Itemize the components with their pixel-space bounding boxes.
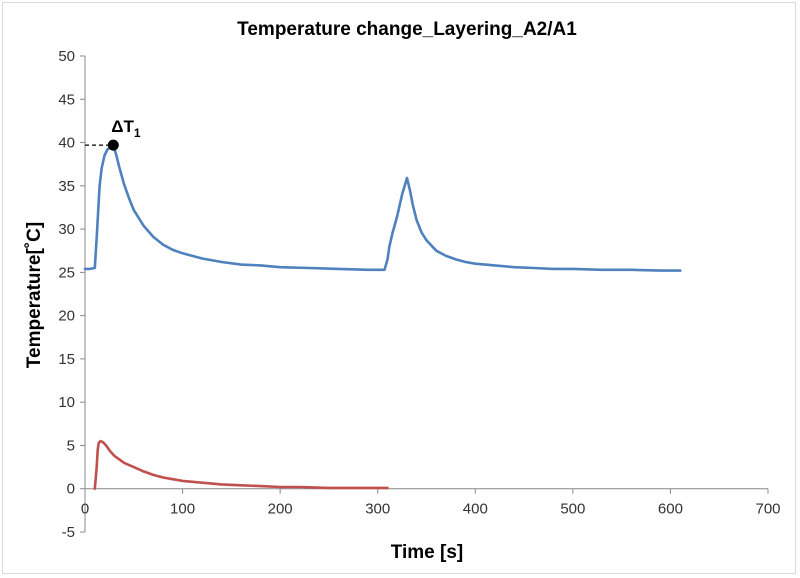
x-tick-label: 700 xyxy=(755,501,780,518)
x-axis-label: Time [s] xyxy=(391,542,464,563)
y-tick-label: 45 xyxy=(58,91,75,108)
x-tick-label: 400 xyxy=(463,501,488,518)
chart-title: Temperature change_Layering_A2/A1 xyxy=(237,19,577,40)
y-tick-label: 25 xyxy=(58,264,75,281)
y-tick-label: -5 xyxy=(62,524,75,541)
series-line-2 xyxy=(93,439,389,491)
x-tick-label: 100 xyxy=(170,501,195,518)
y-tick-label: 0 xyxy=(67,481,75,498)
y-tick-label: 35 xyxy=(58,178,75,195)
y-axis-label: Temperature[˚C] xyxy=(24,222,45,368)
series-group xyxy=(83,143,682,491)
y-tick-label: 20 xyxy=(58,308,75,325)
y-tick-label: 50 xyxy=(58,48,75,65)
x-tick-label: 300 xyxy=(365,501,390,518)
annotation-label: ΔT1 xyxy=(111,117,141,140)
y-tick-label: 15 xyxy=(58,351,75,368)
peak-annotation: ΔT1 xyxy=(85,117,141,151)
x-tick-label: 200 xyxy=(268,501,293,518)
x-tick-label: 600 xyxy=(658,501,683,518)
y-tick-label: 30 xyxy=(58,221,75,238)
y-tick-label: 10 xyxy=(58,394,75,411)
x-tick-label: 500 xyxy=(560,501,585,518)
annotation-label-main: ΔT xyxy=(111,117,134,136)
series-line-1 xyxy=(83,143,682,272)
y-tick-label: 40 xyxy=(58,135,75,152)
y-tick-label: 5 xyxy=(67,437,75,454)
annotation-marker xyxy=(107,139,119,151)
annotation-label-subscript: 1 xyxy=(134,126,141,140)
x-tick-label: 0 xyxy=(81,501,89,518)
